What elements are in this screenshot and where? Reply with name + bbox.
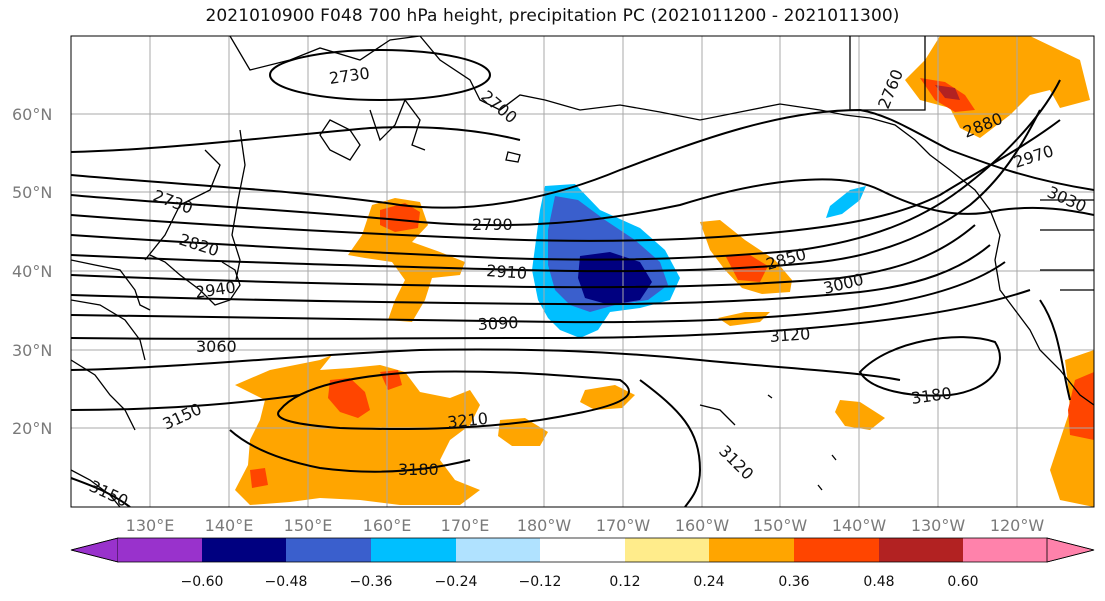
- positive-shading-light: [835, 400, 885, 430]
- positive-shading-light: [905, 36, 1090, 138]
- lat-label: 60°N: [12, 105, 52, 124]
- negative-shading-small: [826, 186, 866, 218]
- lon-label: 140°W: [832, 516, 887, 535]
- lat-label: 40°N: [12, 262, 52, 281]
- positive-shading-medium: [328, 378, 370, 418]
- positive-shading-light: [348, 198, 465, 322]
- colorbar-tick: 0.60: [947, 574, 978, 590]
- lat-label: 50°N: [12, 183, 52, 202]
- lat-label: 20°N: [12, 419, 52, 438]
- colorbar-tick: −0.48: [265, 574, 308, 590]
- colorbar-cell: [202, 538, 286, 562]
- lon-label: 130°W: [911, 516, 966, 535]
- contour-label: 3060: [196, 337, 237, 356]
- positive-shading-light: [235, 355, 480, 505]
- contour-label: 3210: [446, 409, 488, 432]
- colorbar-cell: [371, 538, 456, 562]
- colorbar-ticks: −0.60 −0.48 −0.36 −0.24 −0.12 0.12 0.24 …: [181, 574, 979, 590]
- height-contours: [71, 49, 1094, 507]
- colorbar-cell: [1046, 537, 1095, 563]
- colorbar-cell: [625, 538, 709, 562]
- lon-label: 150°W: [753, 516, 808, 535]
- colorbar-cell: [118, 538, 202, 562]
- lon-label: 170°E: [441, 516, 490, 535]
- colorbar-cell: [70, 537, 119, 563]
- lat-label: 30°N: [12, 341, 52, 360]
- colorbar-cell: [963, 538, 1047, 562]
- colorbar-cell: [286, 538, 371, 562]
- colorbar-cell: [456, 538, 540, 562]
- contour-label: 3180: [398, 460, 439, 479]
- colorbar-tick: 0.36: [778, 574, 809, 590]
- positive-shading-medium: [250, 468, 268, 488]
- colorbar-cell: [794, 538, 879, 562]
- contour-label: 3090: [477, 313, 519, 334]
- positive-shading-light: [580, 385, 635, 410]
- colorbar-tick: −0.36: [350, 574, 393, 590]
- contour-label: 2790: [472, 215, 513, 234]
- graticule: [71, 36, 1094, 507]
- lon-label: 160°E: [363, 516, 412, 535]
- lon-label: 120°W: [990, 516, 1045, 535]
- negative-shading-strong: [578, 252, 652, 305]
- lon-label: 130°E: [126, 516, 175, 535]
- lon-label: 140°E: [205, 516, 254, 535]
- longitude-labels: 130°E 140°E 150°E 160°E 170°E 180°W 170°…: [126, 516, 1045, 535]
- colorbar: [70, 537, 1095, 563]
- latitude-labels: 60°N 50°N 40°N 30°N 20°N: [12, 105, 52, 438]
- colorbar-cell: [879, 538, 963, 562]
- colorbar-cell: [709, 538, 794, 562]
- lon-label: 170°W: [596, 516, 651, 535]
- lon-label: 180°W: [517, 516, 572, 535]
- positive-shading-medium: [380, 203, 420, 232]
- positive-shading-light: [498, 418, 548, 446]
- colorbar-cell: [540, 538, 625, 562]
- positive-shading-strong: [935, 85, 960, 100]
- map-title: 2021010900 F048 700 hPa height, precipit…: [205, 6, 900, 26]
- colorbar-tick: 0.48: [863, 574, 894, 590]
- colorbar-tick: −0.60: [181, 574, 224, 590]
- contour-label: 2910: [486, 261, 528, 283]
- colorbar-outline: [70, 537, 1095, 563]
- lon-label: 150°E: [284, 516, 333, 535]
- contour-label: 3120: [769, 324, 811, 346]
- colorbar-tick: 0.24: [693, 574, 724, 590]
- map-border: [70, 35, 1095, 508]
- lon-label: 160°W: [675, 516, 730, 535]
- colorbar-tick: −0.24: [435, 574, 478, 590]
- colorbar-tick: −0.12: [519, 574, 562, 590]
- colorbar-tick: 0.12: [609, 574, 640, 590]
